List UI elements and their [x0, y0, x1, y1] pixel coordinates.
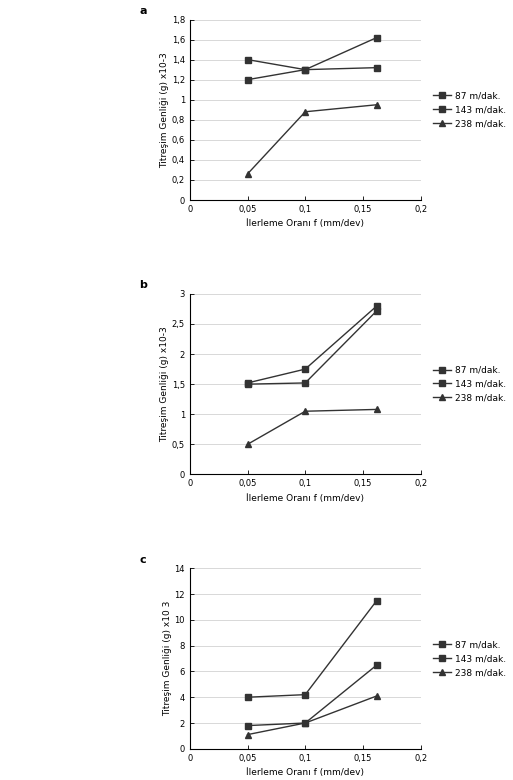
- 143 m/dak.: [302, 65, 308, 74]
- Text: b: b: [139, 280, 147, 290]
- Legend: 87 m/dak., 143 m/dak., 238 m/dak.: 87 m/dak., 143 m/dak., 238 m/dak.: [432, 365, 507, 403]
- Y-axis label: Titreşim Genliği (g) x10 3: Titreşim Genliği (g) x10 3: [163, 601, 172, 716]
- 87 m/dak.: [302, 65, 308, 74]
- 143 m/dak.: [302, 378, 308, 388]
- 238 m/dak.: [302, 406, 308, 416]
- Legend: 87 m/dak., 143 m/dak., 238 m/dak.: 87 m/dak., 143 m/dak., 238 m/dak.: [432, 639, 507, 678]
- 143 m/dak.: [244, 721, 250, 730]
- 87 m/dak.: [373, 33, 380, 42]
- 87 m/dak.: [373, 596, 380, 605]
- 238 m/dak.: [244, 169, 250, 179]
- 238 m/dak.: [373, 691, 380, 700]
- 143 m/dak.: [373, 306, 380, 315]
- Line: 238 m/dak.: 238 m/dak.: [245, 406, 380, 447]
- 238 m/dak.: [373, 100, 380, 109]
- Line: 143 m/dak.: 143 m/dak.: [245, 662, 380, 729]
- Y-axis label: Titreşim Genliği (g) x10-3: Titreşim Genliği (g) x10-3: [160, 326, 169, 442]
- 238 m/dak.: [373, 405, 380, 414]
- Text: c: c: [139, 555, 146, 565]
- 238 m/dak.: [302, 107, 308, 116]
- X-axis label: İlerleme Oranı f (mm/dev): İlerleme Oranı f (mm/dev): [246, 219, 364, 229]
- 238 m/dak.: [302, 718, 308, 728]
- Legend: 87 m/dak., 143 m/dak., 238 m/dak.: 87 m/dak., 143 m/dak., 238 m/dak.: [432, 90, 507, 129]
- Line: 87 m/dak.: 87 m/dak.: [245, 303, 380, 386]
- Line: 87 m/dak.: 87 m/dak.: [245, 35, 380, 73]
- 238 m/dak.: [244, 440, 250, 449]
- 143 m/dak.: [302, 718, 308, 728]
- Line: 238 m/dak.: 238 m/dak.: [245, 693, 380, 737]
- X-axis label: İlerleme Oranı f (mm/dev): İlerleme Oranı f (mm/dev): [246, 768, 364, 777]
- Line: 87 m/dak.: 87 m/dak.: [245, 597, 380, 700]
- 143 m/dak.: [244, 75, 250, 84]
- 238 m/dak.: [244, 730, 250, 739]
- Line: 143 m/dak.: 143 m/dak.: [245, 65, 380, 83]
- 143 m/dak.: [373, 661, 380, 670]
- X-axis label: İlerleme Oranı f (mm/dev): İlerleme Oranı f (mm/dev): [246, 494, 364, 503]
- 87 m/dak.: [244, 378, 250, 388]
- 87 m/dak.: [373, 301, 380, 310]
- Text: a: a: [139, 6, 147, 16]
- Y-axis label: Titreşim Genliği (g) x10-3: Titreşim Genliği (g) x10-3: [160, 52, 169, 168]
- 143 m/dak.: [244, 379, 250, 388]
- 143 m/dak.: [373, 63, 380, 73]
- 87 m/dak.: [244, 55, 250, 64]
- 87 m/dak.: [302, 364, 308, 374]
- Line: 238 m/dak.: 238 m/dak.: [245, 102, 380, 177]
- 87 m/dak.: [302, 690, 308, 700]
- Line: 143 m/dak.: 143 m/dak.: [245, 308, 380, 387]
- 87 m/dak.: [244, 693, 250, 702]
